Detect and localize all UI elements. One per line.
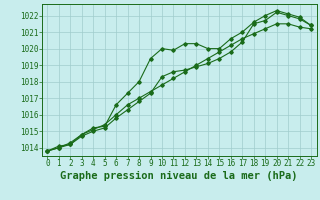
X-axis label: Graphe pression niveau de la mer (hPa): Graphe pression niveau de la mer (hPa) (60, 171, 298, 181)
